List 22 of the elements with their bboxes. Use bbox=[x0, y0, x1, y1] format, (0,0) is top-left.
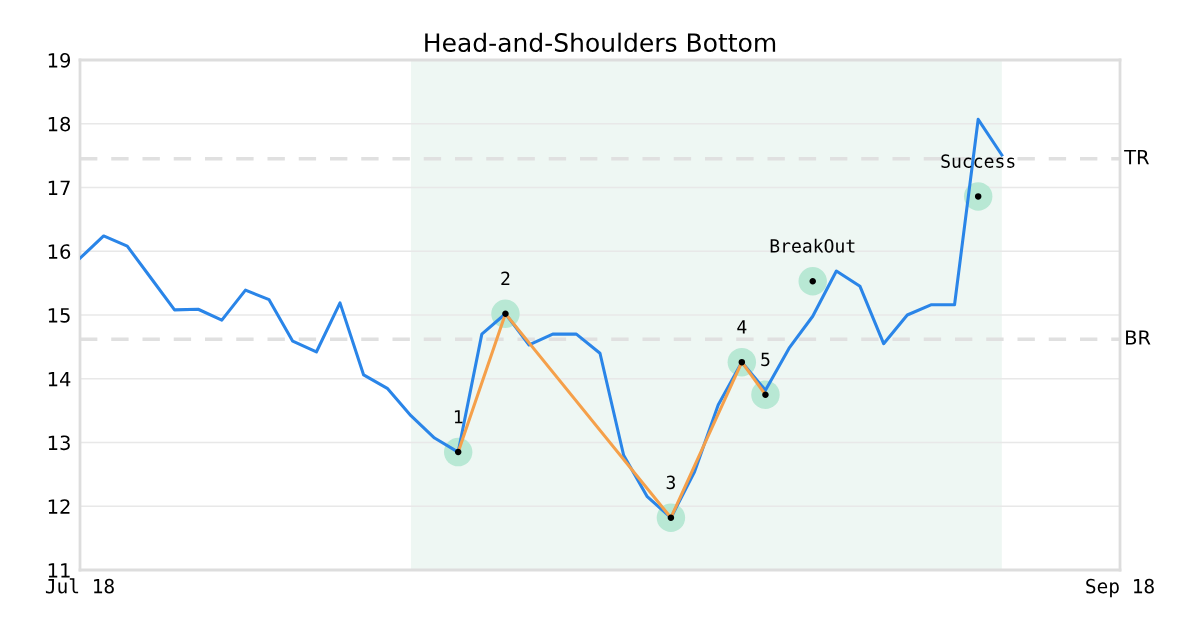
point bbox=[798, 266, 827, 296]
ref-line-label: BR bbox=[1126, 330, 1151, 345]
annotation: BreakOut bbox=[770, 238, 855, 253]
point bbox=[963, 182, 993, 211]
annotation: 4 bbox=[737, 320, 747, 334]
chart-title: Head-and-Shoulders Bottom bbox=[425, 32, 776, 53]
y-tick-label: 13 bbox=[48, 435, 70, 451]
ref-line-label: TR bbox=[1124, 150, 1149, 165]
y-tick-label: 16 bbox=[48, 244, 71, 259]
y-tick-label: 14 bbox=[48, 371, 71, 387]
annotation: 5 bbox=[761, 352, 770, 367]
y-tick-label: 11 bbox=[48, 563, 70, 578]
x-tick-label: Sep 18 bbox=[1086, 578, 1154, 598]
y-tick-label: 15 bbox=[48, 308, 70, 323]
y-tick-label: 17 bbox=[48, 180, 70, 195]
x-tick-label: Jul 18 bbox=[45, 578, 114, 594]
y-tick-label: 19 bbox=[48, 52, 71, 68]
y-tick-label: 12 bbox=[48, 499, 70, 514]
annotation: 1 bbox=[454, 410, 463, 424]
y-tick-label: 18 bbox=[48, 116, 71, 132]
annotation: 2 bbox=[501, 271, 510, 285]
annotation: 3 bbox=[666, 475, 675, 490]
